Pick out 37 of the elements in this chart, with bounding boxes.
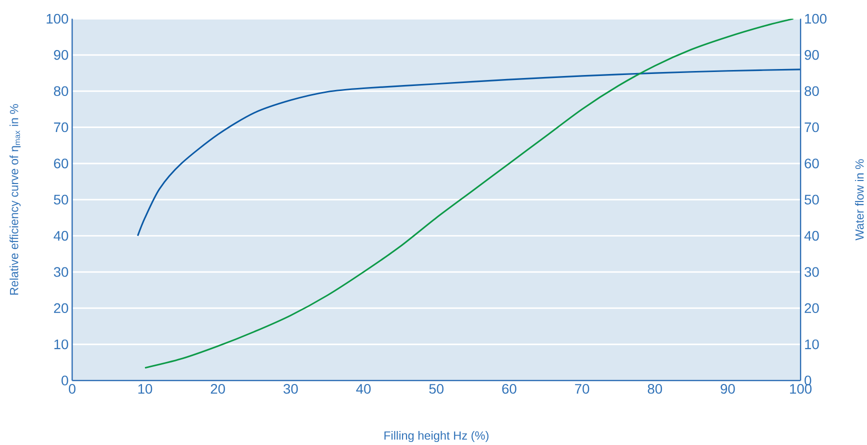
x-tick-label: 70 (575, 384, 590, 394)
y2-tick-label: 10 (805, 339, 819, 350)
x-tick-label: 40 (356, 384, 371, 394)
y-tick-label: 10 (54, 339, 68, 350)
y-tick-label: 0 (62, 375, 68, 386)
y-tick-label: 40 (54, 230, 68, 241)
y-tick-label: 90 (54, 50, 68, 60)
y2-tick-label: 90 (804, 50, 819, 60)
y2-tick-label: 40 (804, 230, 819, 241)
x-tick-label: 10 (138, 384, 152, 394)
y-tick-label: 20 (54, 303, 68, 313)
y2-tick-label: 30 (804, 266, 819, 277)
line-series (144, 18, 794, 368)
y-tick-label: 100 (46, 14, 68, 24)
y2-axis-title: Water flow in % (855, 159, 864, 240)
x-tick-label: 50 (429, 384, 444, 394)
y2-tick-label: 70 (804, 122, 819, 132)
y-tick-label: 50 (54, 194, 68, 204)
y-axis-title: Relative efficiency curve of η$_{max}$ in % (10, 104, 21, 294)
y-tick-label: 70 (54, 122, 68, 132)
y2-tick-label: 100 (805, 14, 827, 24)
y2-tick-label: 20 (804, 303, 819, 313)
y-tick-label: 60 (54, 158, 68, 168)
x-tick-label: 80 (648, 384, 662, 394)
y2-tick-label: 60 (804, 158, 819, 168)
line-series (136, 68, 801, 236)
y-tick-label: 30 (54, 266, 68, 277)
x-tick-label: 30 (284, 384, 298, 394)
y2-tick-label: 50 (804, 194, 819, 204)
y-tick-label: 80 (54, 86, 68, 96)
x-axis-title: Filling height Hz (%) (384, 430, 488, 442)
x-tick-label: 60 (502, 384, 516, 394)
x-tick-label: 0 (68, 384, 76, 394)
x-tick-label: 100 (790, 384, 812, 394)
y2-tick-label: 80 (804, 86, 819, 96)
x-tick-label: 20 (210, 384, 225, 394)
x-tick-label: 90 (720, 384, 735, 394)
